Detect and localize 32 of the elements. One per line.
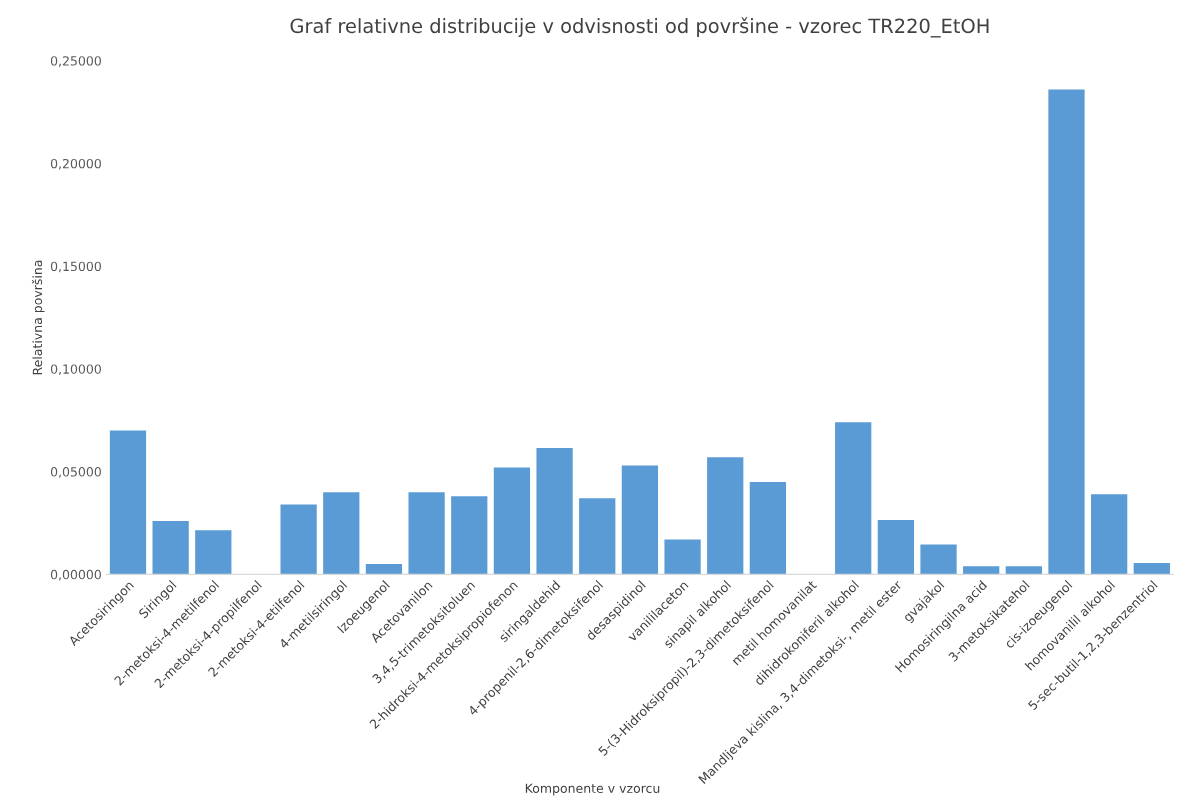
- bar: [1091, 494, 1128, 575]
- bar: [1005, 566, 1042, 575]
- bar: [1048, 89, 1085, 575]
- x-axis-title: Komponente v vzorcu: [525, 783, 660, 796]
- bar: [152, 520, 189, 575]
- bar: [621, 465, 659, 575]
- bar: [920, 544, 957, 575]
- bar: [280, 504, 317, 575]
- y-tick-label: 0,15000: [50, 261, 101, 273]
- y-tick-label: 0,00000: [50, 569, 101, 581]
- bar: [408, 492, 445, 575]
- bar: [365, 564, 403, 575]
- bar: [323, 492, 360, 575]
- bar: [536, 448, 573, 575]
- y-tick-label: 0,20000: [50, 158, 101, 170]
- bar: [1133, 563, 1170, 575]
- bar: [451, 496, 488, 575]
- y-tick-label: 0,10000: [50, 364, 101, 376]
- y-tick-label: 0,05000: [50, 467, 101, 478]
- bar: [749, 481, 787, 575]
- bar: [493, 467, 531, 575]
- bar: [877, 519, 914, 575]
- bar: [109, 430, 147, 575]
- bar: [664, 539, 701, 575]
- chart-title: Graf relativne distribucije v odvisnosti od površine - vzorec TR220_EtOH: [290, 17, 989, 38]
- bar: [707, 457, 744, 575]
- bar: [963, 566, 1000, 575]
- bar: [195, 530, 232, 575]
- y-axis-title: Relativna površina: [31, 260, 45, 375]
- y-tick-label: 0,25000: [50, 56, 101, 67]
- bar: [579, 498, 616, 575]
- bar: [835, 422, 872, 575]
